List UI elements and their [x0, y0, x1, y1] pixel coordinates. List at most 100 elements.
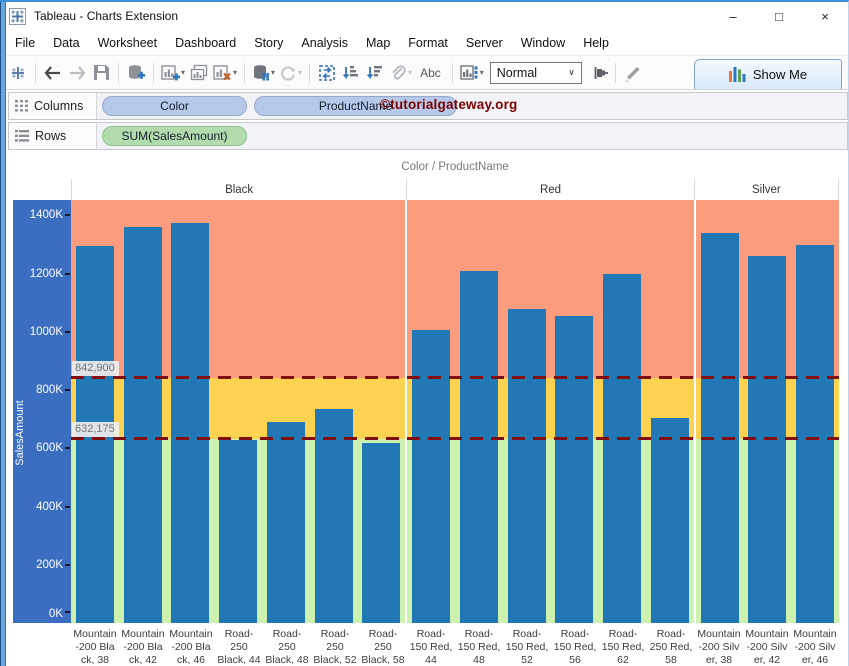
toolbar-separator	[615, 63, 616, 83]
plot-row: SalesAmount 0K200K400K600K800K1000K1200K…	[0, 200, 848, 623]
x-label-road-250-red-58: Road-250 Red,58	[647, 628, 695, 666]
fit-dropdown[interactable]: Normal ∨	[490, 62, 582, 84]
bar-slot	[407, 200, 455, 623]
bar-slot	[696, 200, 744, 623]
rows-icon	[15, 130, 29, 142]
pill-sum-salesamount[interactable]: SUM(SalesAmount)	[102, 126, 247, 146]
bar-road-150-red-48[interactable]	[460, 271, 498, 623]
bar-road-150-red-62[interactable]	[603, 274, 641, 623]
undo-button[interactable]	[41, 60, 65, 86]
fix-axes-button[interactable]	[586, 60, 610, 86]
menu-data[interactable]: Data	[44, 32, 88, 54]
tableau-logo-icon	[9, 8, 26, 25]
window-controls: – □ ×	[710, 2, 848, 30]
chevron-down-icon: ∨	[568, 67, 575, 78]
bar-road-250-black-44[interactable]	[219, 440, 257, 623]
add-datasource-button[interactable]	[124, 60, 148, 86]
refresh-button[interactable]: ▾	[277, 60, 304, 86]
show-mark-labels-button[interactable]: Abc	[414, 60, 447, 86]
bar-slot	[503, 200, 551, 623]
rows-shelf-track[interactable]: SUM(SalesAmount)	[97, 123, 847, 149]
pane-header-silver[interactable]: Silver	[694, 179, 839, 200]
bar-road-150-red-52[interactable]	[508, 309, 546, 623]
bar-mountain-200-silver-38[interactable]	[701, 233, 739, 623]
abc-label: Abc	[416, 66, 445, 80]
x-label-road-150-red-56: Road-150 Red,56	[551, 628, 599, 666]
save-button[interactable]	[89, 60, 113, 86]
pill-color[interactable]: Color	[102, 96, 247, 116]
bar-road-150-red-56[interactable]	[555, 316, 593, 623]
toolbar: ▾ ▾ ▾ ▾ ▾ Abc	[0, 56, 848, 90]
x-label-pane: Road-150 Red,44Road-150 Red,48Road-150 R…	[407, 628, 695, 666]
rows-shelf-header: Rows	[9, 123, 97, 149]
back-arrow-icon	[43, 65, 63, 81]
bar-road-250-red-58[interactable]	[651, 418, 689, 623]
clear-sheet-button[interactable]: ▾	[211, 60, 239, 86]
toolbar-separator	[118, 63, 119, 83]
bar-road-250-black-52[interactable]	[315, 409, 353, 623]
bar-slot	[455, 200, 503, 623]
bar-slot	[358, 200, 406, 623]
new-worksheet-button[interactable]: ▾	[159, 60, 187, 86]
totals-button[interactable]: ▾	[458, 60, 486, 86]
redo-button[interactable]	[65, 60, 89, 86]
paperclip-icon	[389, 64, 407, 82]
menu-bar: File Data Worksheet Dashboard Story Anal…	[0, 30, 848, 56]
rows-shelf-label: Rows	[35, 129, 66, 143]
toolbar-separator	[452, 63, 453, 83]
pane-header-black[interactable]: Black	[71, 179, 406, 200]
maximize-button[interactable]: □	[756, 2, 802, 30]
bar-slot	[214, 200, 262, 623]
pause-updates-button[interactable]: ▾	[250, 60, 277, 86]
rows-shelf: Rows SUM(SalesAmount)	[8, 122, 848, 150]
menu-window[interactable]: Window	[512, 32, 574, 54]
bar-road-250-black-58[interactable]	[362, 443, 400, 623]
menu-analysis[interactable]: Analysis	[292, 32, 357, 54]
close-button[interactable]: ×	[802, 2, 848, 30]
menu-server[interactable]: Server	[457, 32, 512, 54]
refresh-icon	[279, 64, 297, 82]
pane-red	[405, 200, 694, 623]
sort-descending-icon	[366, 64, 384, 82]
y-tick-label: 1200K	[30, 267, 63, 281]
fit-dropdown-value: Normal	[497, 66, 537, 80]
bar-road-150-red-44[interactable]	[412, 330, 450, 623]
x-label-road-150-red-52: Road-150 Red,52	[503, 628, 551, 666]
y-tick-mark	[65, 506, 70, 508]
bar-slot	[598, 200, 646, 623]
menu-worksheet[interactable]: Worksheet	[89, 32, 167, 54]
pane-labels: BlackRedSilver	[71, 179, 839, 200]
minimize-button[interactable]: –	[710, 2, 756, 30]
swap-axes-button[interactable]	[315, 60, 339, 86]
menu-map[interactable]: Map	[357, 32, 399, 54]
pane-header-red[interactable]: Red	[406, 179, 694, 200]
bar-slot	[744, 200, 792, 623]
tableau-start-button[interactable]	[6, 60, 30, 86]
y-tick-mark	[65, 564, 70, 566]
bar-mountain-200-black-46[interactable]	[171, 223, 209, 623]
bar-mountain-200-silver-46[interactable]	[796, 245, 834, 623]
menu-format[interactable]: Format	[399, 32, 457, 54]
chart-field-header: Color / ProductName	[71, 154, 839, 179]
bar-mountain-200-black-42[interactable]	[124, 227, 162, 623]
clear-sheet-caret-icon: ▾	[233, 68, 237, 77]
duplicate-sheet-button[interactable]	[187, 60, 211, 86]
y-axis-title: SalesAmount	[14, 383, 28, 483]
sort-ascending-button[interactable]	[339, 60, 363, 86]
bar-slot	[167, 200, 215, 623]
bar-slot	[262, 200, 310, 623]
menu-story[interactable]: Story	[245, 32, 292, 54]
sort-descending-button[interactable]	[363, 60, 387, 86]
new-worksheet-caret-icon: ▾	[181, 68, 185, 77]
y-tick-label: 600K	[36, 441, 63, 455]
show-me-button[interactable]: Show Me	[694, 59, 842, 89]
group-members-button[interactable]: ▾	[387, 60, 414, 86]
bar-road-250-black-48[interactable]	[267, 422, 305, 623]
x-label-pane: Mountain-200 Silver, 38Mountain-200 Silv…	[695, 628, 839, 666]
menu-help[interactable]: Help	[574, 32, 618, 54]
highlight-button[interactable]	[621, 60, 645, 86]
menu-dashboard[interactable]: Dashboard	[166, 32, 245, 54]
menu-file[interactable]: File	[6, 32, 44, 54]
x-label-road-250-black-48: Road-250Black, 48	[263, 628, 311, 666]
add-datasource-icon	[127, 64, 145, 82]
